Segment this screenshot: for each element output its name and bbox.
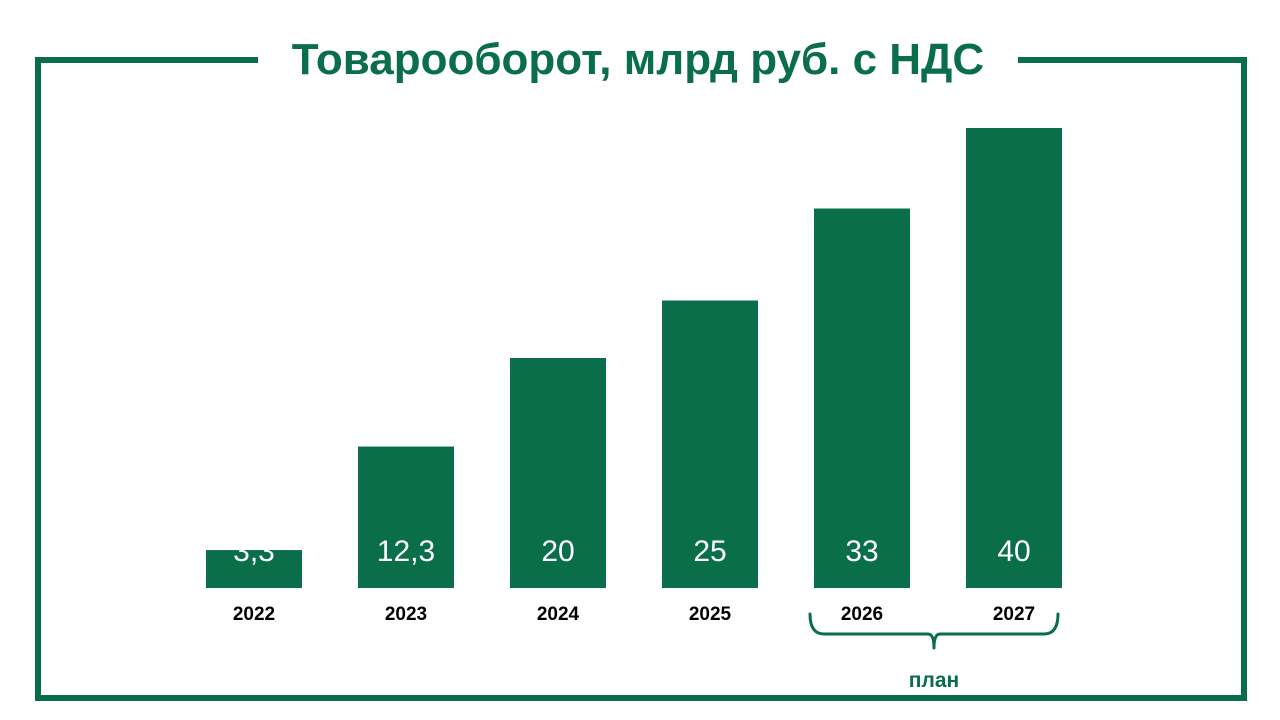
bar-2023 (358, 446, 454, 588)
bar-value-label: 12,3 (377, 535, 435, 568)
x-tick-label: 2027 (993, 604, 1035, 625)
bars-group: 3,3 12,3 20 25 33 40 (206, 128, 1062, 588)
bar-2024 (510, 358, 606, 588)
bar-value-label: 40 (997, 535, 1030, 568)
plan-bracket (808, 612, 1060, 650)
bar-2022 (206, 550, 302, 588)
bar-2025 (662, 300, 758, 588)
bar-value-label: 25 (693, 535, 726, 568)
x-tick-label: 2026 (841, 604, 883, 625)
bar-value-label: 20 (541, 535, 574, 568)
bar-2026 (814, 208, 910, 588)
x-tick-label: 2025 (689, 604, 732, 625)
x-tick-label: 2022 (233, 604, 275, 625)
bar-value-label: 3,3 (233, 535, 275, 568)
plan-label: план (909, 669, 959, 692)
chart-title: Товарооборот, млрд руб. с НДС (258, 30, 1018, 90)
x-tick-label: 2024 (537, 604, 580, 625)
x-tick-label: 2023 (385, 604, 427, 625)
bar-value-label: 33 (845, 535, 878, 568)
bar-2027 (966, 128, 1062, 588)
x-tick-labels: 2022 2023 2024 2025 2026 2027 (233, 604, 1035, 625)
